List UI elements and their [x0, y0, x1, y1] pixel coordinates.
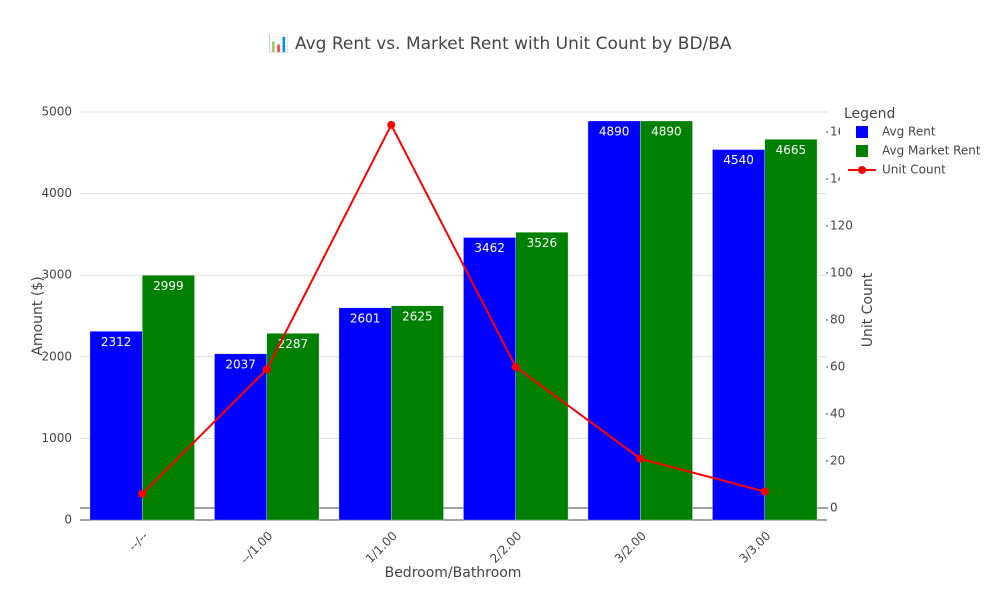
line-point — [387, 120, 396, 129]
y2-tick-label: 0 — [830, 501, 838, 515]
y-tick-label: 2000 — [41, 349, 72, 363]
chart-title: 📊 Avg Rent vs. Market Rent with Unit Cou… — [268, 33, 731, 54]
bar — [764, 139, 818, 521]
legend-swatch — [856, 145, 868, 157]
x-tick-label: --/1.00 — [238, 529, 276, 567]
legend-label: Avg Market Rent — [882, 144, 981, 158]
bar — [266, 333, 320, 521]
line-point — [636, 454, 645, 463]
y2-tick-label: 100 — [830, 265, 853, 279]
line-point — [138, 489, 147, 498]
y-tick-label: 0 — [64, 513, 72, 527]
bar — [463, 237, 516, 521]
line-point — [262, 365, 271, 374]
legend-bg — [840, 100, 998, 186]
bar-value-label: 4665 — [776, 143, 807, 157]
y-tick-label: 3000 — [41, 268, 72, 282]
bar — [515, 232, 569, 521]
bar — [142, 275, 195, 521]
bar-value-label: 2625 — [402, 309, 433, 323]
bar-value-label: 4540 — [723, 153, 754, 167]
y2-tick-label: 20 — [830, 454, 845, 468]
legend-label: Avg Rent — [882, 125, 936, 139]
legend-swatch — [856, 126, 868, 138]
bar-value-label: 2601 — [350, 311, 381, 325]
y-axis-title: Amount ($) — [30, 276, 46, 355]
x-axis-title: Bedroom/Bathroom — [385, 565, 522, 581]
bar-value-label: 2287 — [278, 337, 309, 351]
x-tick-label: 1/1.00 — [363, 529, 400, 566]
bar — [587, 120, 641, 521]
legend-label: Unit Count — [882, 163, 946, 177]
y2-tick-label: 40 — [830, 407, 845, 421]
x-tick-label: 3/2.00 — [612, 529, 649, 566]
bar — [712, 149, 765, 521]
legend-title: Legend — [844, 106, 895, 122]
bar-value-label: 2037 — [225, 357, 256, 371]
bar-value-label: 3526 — [527, 236, 558, 250]
y2-tick-label: 80 — [830, 312, 845, 326]
legend-swatch — [858, 166, 866, 174]
y2-tick-label: 120 — [830, 218, 853, 232]
x-tick-label: 2/2.00 — [487, 529, 524, 566]
x-tick-label: 3/3.00 — [736, 529, 773, 566]
bar — [338, 307, 392, 521]
y-tick-label: 5000 — [41, 104, 72, 118]
bar-value-label: 2999 — [153, 279, 184, 293]
y2-axis-title: Unit Count — [860, 272, 876, 347]
bar — [391, 305, 444, 521]
legend: Legend Avg Rent Avg Market Rent Unit Count — [840, 100, 998, 186]
bar-value-label: 4890 — [599, 124, 630, 138]
line — [141, 122, 766, 495]
bar-value-label: 3462 — [474, 241, 505, 255]
line-point — [760, 487, 769, 496]
bar — [214, 353, 267, 521]
y-tick-label: 4000 — [41, 186, 72, 200]
y2-tick-label: 60 — [830, 359, 845, 373]
bar — [640, 120, 693, 521]
bar — [89, 331, 143, 521]
line-point — [511, 362, 520, 371]
y-tick-label: 1000 — [41, 431, 72, 445]
bar-value-label: 4890 — [651, 124, 682, 138]
x-tick-label: --/-- — [126, 529, 151, 554]
bar-value-label: 2312 — [101, 335, 132, 349]
